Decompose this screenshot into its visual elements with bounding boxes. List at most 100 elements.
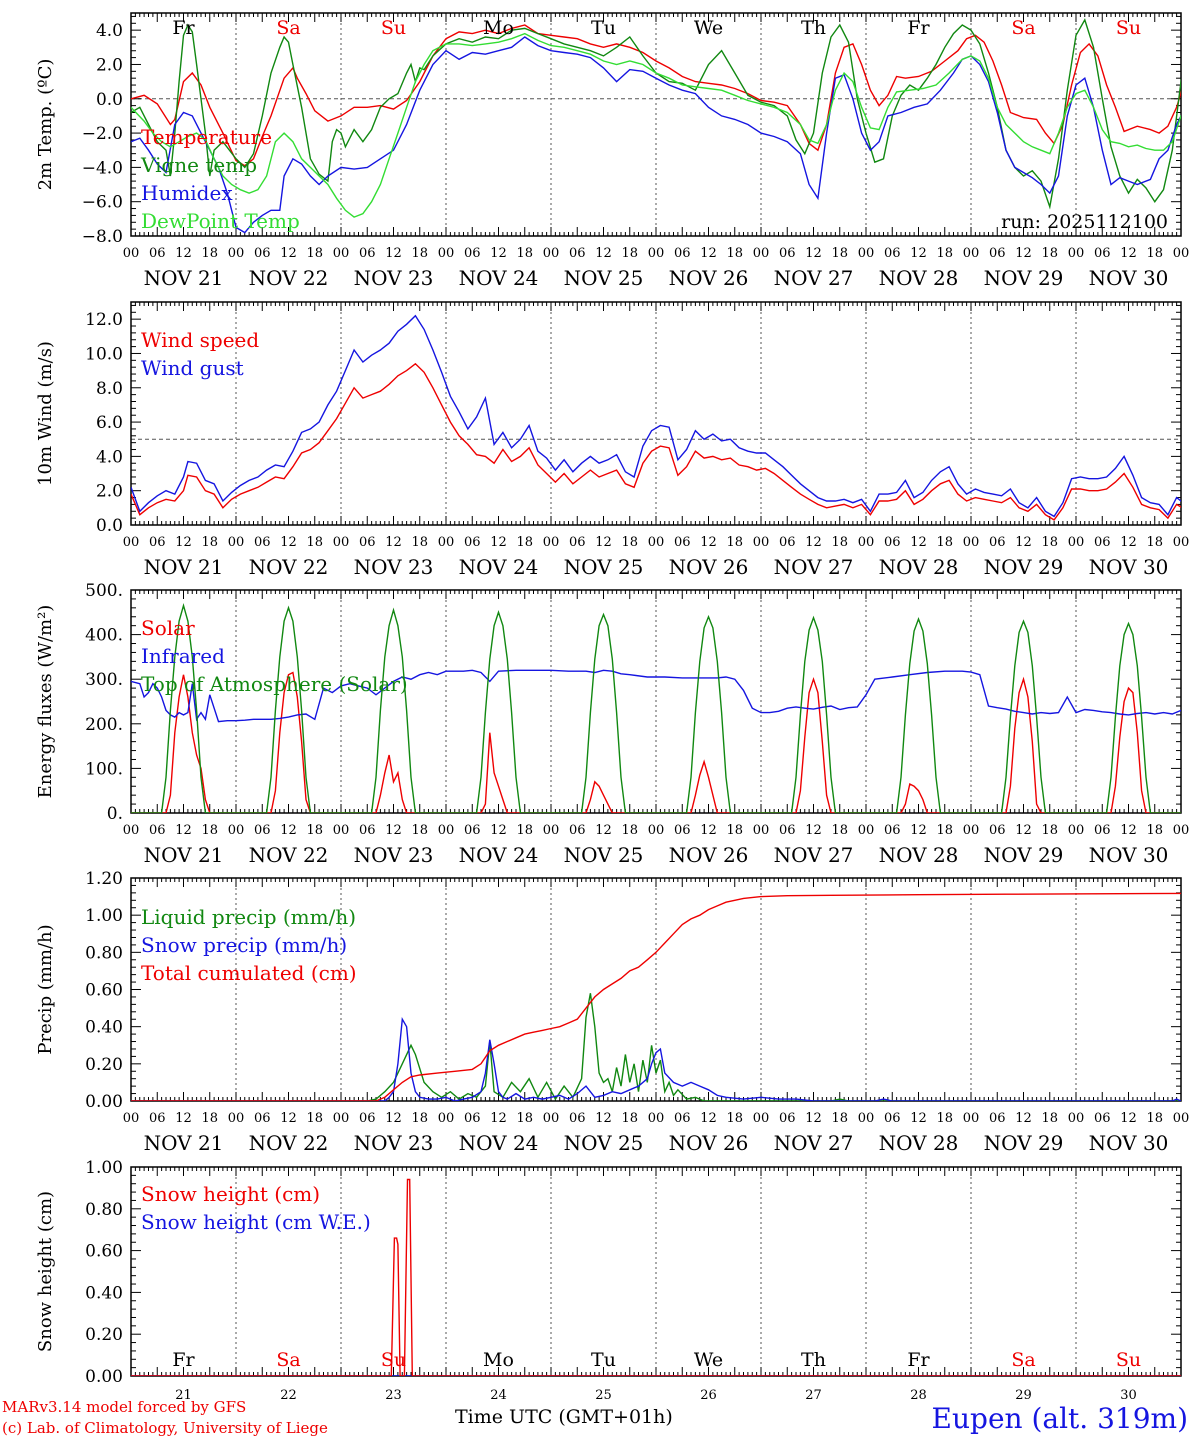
hour-tick-label: 18	[831, 823, 848, 838]
hour-tick-label: 00	[228, 823, 245, 838]
date-label: NOV 24	[459, 1131, 539, 1155]
legend-entry: Liquid precip (mm/h)	[141, 905, 356, 929]
date-label: NOV 25	[564, 843, 644, 867]
hour-tick-label: 06	[1094, 535, 1111, 550]
weekday-label: Th	[801, 1349, 826, 1371]
hour-tick-label: 12	[700, 1111, 717, 1126]
y-tick-label: 300.	[85, 670, 123, 690]
hour-tick-label: 06	[254, 1111, 271, 1126]
hour-tick-label: 00	[228, 246, 245, 261]
hour-tick-label: 12	[1015, 246, 1032, 261]
y-tick-label: 0.60	[85, 981, 123, 1001]
series-line	[131, 1178, 1181, 1376]
hour-tick-label: 06	[674, 535, 691, 550]
time-axis-title: Time UTC (GMT+01h)	[455, 1406, 673, 1428]
hour-tick-label: 00	[963, 535, 980, 550]
model-credit: MARv3.14 model forced by GFS	[2, 1398, 247, 1416]
weekday-label: Tu	[591, 1349, 616, 1371]
legend-entry: Infrared	[141, 644, 225, 668]
hour-tick-label: 00	[438, 823, 455, 838]
hour-tick-label: 18	[726, 1111, 743, 1126]
hour-tick-label: 12	[1120, 823, 1137, 838]
station-name: Eupen (alt. 319m)	[931, 1402, 1188, 1435]
y-axis-label: Snow height (cm)	[35, 1191, 56, 1352]
hour-tick-label: 00	[1173, 823, 1190, 838]
hour-tick-label: 18	[726, 823, 743, 838]
hour-tick-label: 12	[1015, 823, 1032, 838]
hour-tick-label: 12	[910, 1111, 927, 1126]
date-label: NOV 24	[459, 266, 539, 290]
hour-tick-label: 06	[674, 823, 691, 838]
run-label: run: 2025112100	[1001, 211, 1168, 233]
date-label: NOV 29	[984, 1131, 1064, 1155]
hour-tick-label: 00	[543, 1111, 560, 1126]
hour-tick-label: 18	[306, 823, 323, 838]
hour-tick-label: 00	[543, 535, 560, 550]
hour-tick-label: 12	[595, 823, 612, 838]
hour-tick-label: 00	[753, 823, 770, 838]
y-tick-label: 1.00	[85, 1158, 123, 1178]
hour-tick-label: 18	[726, 246, 743, 261]
hour-tick-label: 00	[648, 823, 665, 838]
y-tick-label: 0.20	[85, 1325, 123, 1345]
date-label: NOV 24	[459, 555, 539, 579]
hour-tick-label: 00	[858, 535, 875, 550]
panel-4: 0.00 0.20 0.40 0.60 0.80 1.00 1.20 Precip (mm/h…	[35, 869, 1189, 1155]
hour-tick-label: 06	[464, 535, 481, 550]
weekday-label: Mo	[483, 1349, 514, 1371]
legend-entry: Temperature	[141, 125, 272, 149]
y-tick-label: 100.	[85, 759, 123, 779]
legend-entry: Snow height (cm)	[141, 1182, 320, 1206]
hour-tick-label: 00	[1068, 535, 1085, 550]
hour-tick-label: 06	[254, 823, 271, 838]
y-tick-label: 0.20	[85, 1055, 123, 1075]
hour-tick-label: 18	[306, 246, 323, 261]
hour-tick-label: 12	[490, 246, 507, 261]
date-label: NOV 26	[669, 843, 749, 867]
hour-tick-label: 18	[411, 246, 428, 261]
hour-tick-label: 00	[228, 1111, 245, 1126]
date-label: NOV 27	[774, 266, 854, 290]
hour-tick-label: 18	[936, 246, 953, 261]
date-label: NOV 23	[354, 555, 434, 579]
day-number-label: 25	[595, 1388, 612, 1403]
y-tick-label: −6.0	[82, 193, 123, 213]
hour-tick-label: 06	[254, 535, 271, 550]
hour-tick-label: 00	[753, 246, 770, 261]
panel-1: −8.0 −6.0 −4.0 −2.0 0.0 2.0 4.0 2m Temp. (ºC) Te…	[35, 12, 1189, 290]
hour-tick-label: 12	[1120, 535, 1137, 550]
hour-tick-label: 18	[936, 535, 953, 550]
y-tick-label: 0.80	[85, 1200, 123, 1220]
hour-tick-label: 18	[1041, 823, 1058, 838]
legend-entry: Wind gust	[141, 356, 244, 380]
hour-tick-label: 06	[464, 246, 481, 261]
weekday-label: Sa	[1011, 1349, 1035, 1371]
hour-tick-label: 18	[831, 1111, 848, 1126]
hour-tick-label: 00	[963, 246, 980, 261]
series-line	[131, 603, 1181, 813]
hour-tick-label: 12	[280, 1111, 297, 1126]
hour-tick-label: 00	[123, 1111, 140, 1126]
panel-2: 0.0 2.0 4.0 6.0 8.0 10.0 12.0 10m Wind (m/s) Win…	[35, 301, 1189, 579]
hour-tick-label: 18	[936, 1111, 953, 1126]
legend-entry: Top of Atmosphere (Solar)	[141, 672, 408, 696]
hour-tick-label: 18	[516, 535, 533, 550]
y-axis-label: 10m Wind (m/s)	[35, 341, 56, 486]
date-label: NOV 26	[669, 1131, 749, 1155]
y-tick-label: 12.0	[85, 310, 123, 330]
day-number-label: 26	[700, 1388, 717, 1403]
hour-tick-label: 18	[201, 823, 218, 838]
weekday-label: Sa	[276, 17, 300, 39]
date-label: NOV 21	[144, 843, 224, 867]
y-tick-label: 0.	[107, 804, 123, 824]
hour-tick-label: 00	[333, 1111, 350, 1126]
series-line	[131, 362, 1181, 521]
hour-tick-label: 00	[228, 535, 245, 550]
weekday-label: Su	[1116, 17, 1141, 39]
hour-tick-label: 06	[989, 1111, 1006, 1126]
hour-tick-label: 06	[779, 1111, 796, 1126]
hour-tick-label: 00	[123, 535, 140, 550]
hour-tick-label: 06	[464, 823, 481, 838]
hour-tick-label: 18	[411, 823, 428, 838]
date-label: NOV 22	[249, 843, 329, 867]
